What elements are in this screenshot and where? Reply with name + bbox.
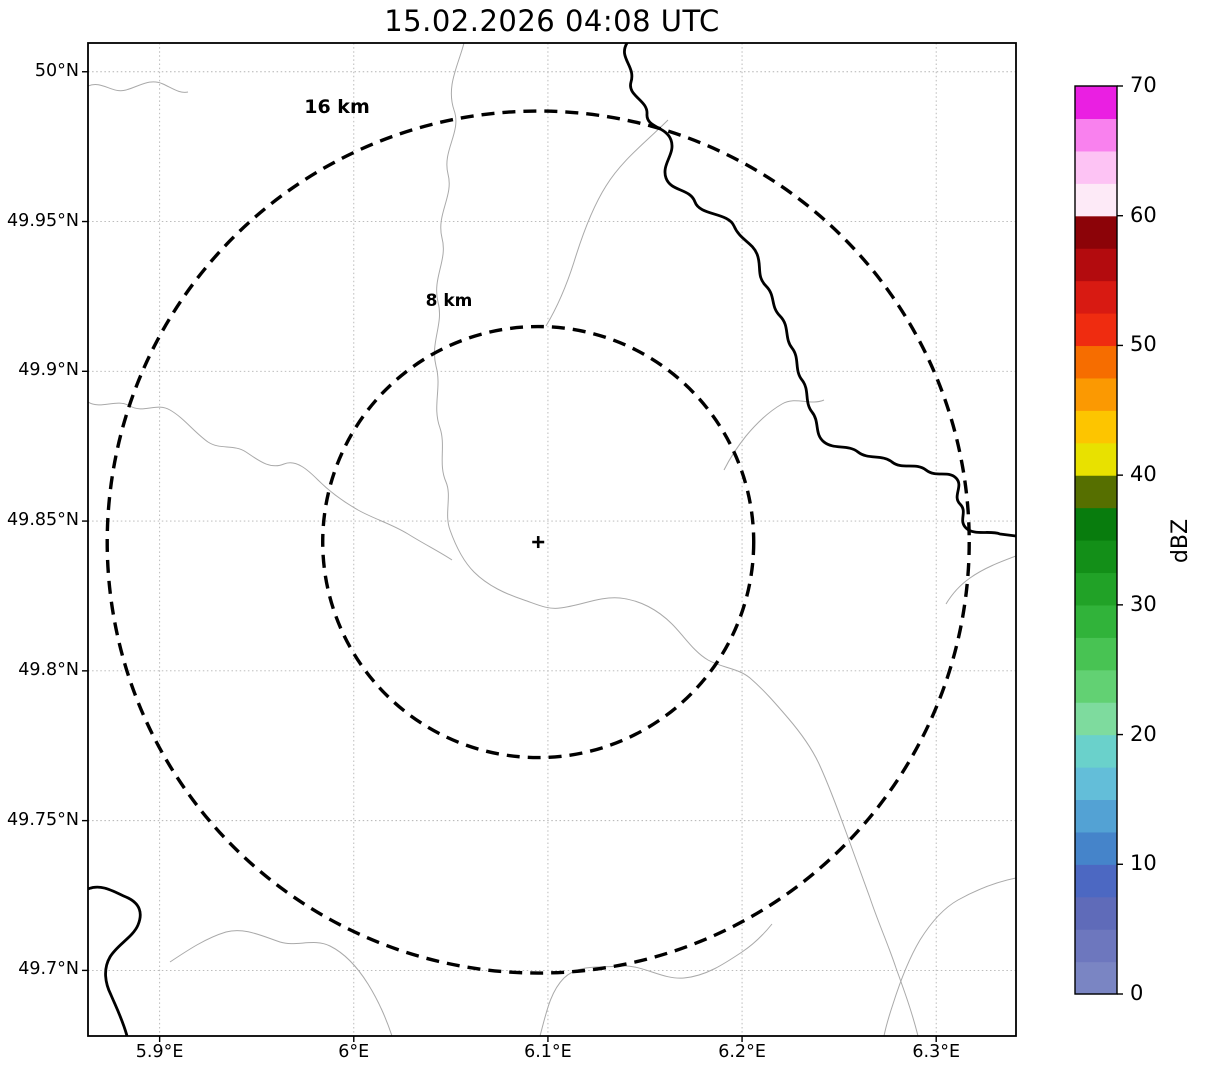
axis-ticks: [82, 71, 937, 1042]
colorbar-band: [1075, 767, 1117, 801]
colorbar-band: [1075, 896, 1117, 930]
admin-boundary-line: [945, 555, 1016, 605]
admin-boundary-line: [539, 923, 773, 1036]
colorbar-band: [1075, 183, 1117, 217]
admin-boundaries: [88, 43, 1016, 1036]
colorbar-band: [1075, 377, 1117, 411]
range-ring-8km: [321, 324, 756, 760]
colorbar-band: [1075, 215, 1117, 249]
colorbar-band: [1075, 313, 1117, 347]
country-border-river-line: [623, 43, 1016, 538]
admin-boundary-line: [88, 401, 453, 561]
colorbar-band: [1075, 507, 1117, 541]
figure-title: 15.02.2026 04:08 UTC: [384, 4, 720, 38]
colorbar-band: [1075, 248, 1117, 282]
range-rings: [105, 109, 971, 975]
colorbar-band: [1075, 280, 1117, 314]
colorbar-band: [1075, 799, 1117, 833]
colorbar-frame: [1074, 85, 1118, 995]
colorbar-band: [1075, 86, 1117, 120]
colorbar-band: [1075, 572, 1117, 606]
colorbar-band: [1075, 669, 1117, 703]
admin-boundary-line: [434, 43, 919, 1036]
admin-boundary-line: [169, 930, 393, 1036]
range-ring-16km: [105, 109, 971, 975]
admin-boundary-line: [88, 81, 189, 93]
colorbar: [1074, 85, 1123, 995]
colorbar-axis-label: dBZ: [1168, 518, 1193, 564]
admin-boundary-line: [545, 119, 669, 327]
admin-boundary-line: [883, 877, 1016, 1036]
colorbar-band: [1075, 345, 1117, 379]
gridlines: [88, 43, 1016, 1036]
country-border: [88, 43, 1016, 1036]
colorbar-band: [1075, 118, 1117, 152]
colorbar-band: [1075, 864, 1117, 898]
colorbar-band: [1075, 540, 1117, 574]
colorbar-band: [1075, 831, 1117, 865]
colorbar-band: [1075, 929, 1117, 963]
colorbar-band: [1075, 637, 1117, 671]
colorbar-band: [1075, 734, 1117, 768]
ring-label-8km: 8 km: [425, 291, 473, 311]
colorbar-band: [1075, 150, 1117, 184]
axes-frame: [87, 42, 1017, 1037]
colorbar-band: [1075, 702, 1117, 736]
ring-label-16km: 16 km: [304, 96, 370, 118]
country-border-line: [88, 885, 142, 1036]
colorbar-band: [1075, 475, 1117, 509]
colorbar-band: [1075, 442, 1117, 476]
colorbar-band: [1075, 604, 1117, 638]
colorbar-band: [1075, 410, 1117, 444]
colorbar-band: [1075, 961, 1117, 995]
